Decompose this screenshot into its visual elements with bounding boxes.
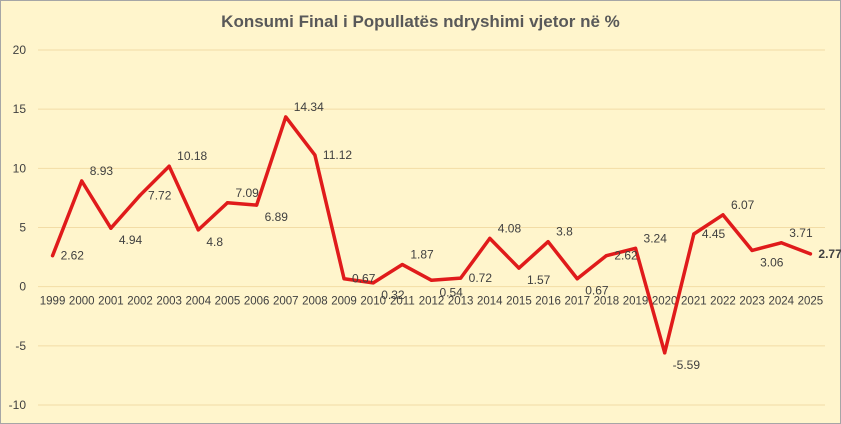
data-point [138, 193, 142, 197]
series-line [50, 115, 813, 355]
x-tick-label: 2024 [768, 296, 794, 308]
data-point [633, 246, 638, 250]
data-point [225, 201, 230, 205]
data-point [50, 254, 55, 258]
data-point [808, 252, 813, 256]
data-point [109, 226, 113, 230]
data-labels: 2.62 8.93 4.94 7.72 10.18 4.8 7.09 6.89 14.34 11.… [61, 100, 841, 372]
data-label: 10.18 [177, 149, 207, 163]
y-tick-label: -5 [15, 339, 26, 353]
x-tick-label: 2017 [564, 296, 590, 308]
data-label: 11.12 [323, 148, 352, 162]
y-tick-label: 0 [19, 280, 26, 294]
series-line-layer [50, 115, 813, 355]
data-point [284, 115, 288, 119]
data-label: 2.77 [818, 247, 841, 261]
data-label: 3.24 [644, 231, 668, 245]
x-tick-label: 2020 [652, 296, 678, 308]
data-label: 3.71 [789, 226, 813, 240]
chart-title: Konsumi Final i Popullatës ndryshimi vje… [221, 12, 620, 31]
data-label: 2.62 [61, 249, 85, 263]
data-label: 3.06 [760, 255, 784, 269]
data-point [692, 232, 696, 236]
x-tick-label: 2008 [302, 296, 328, 308]
x-tick-label: 2016 [535, 296, 561, 308]
data-point [429, 278, 434, 282]
x-tick-label: 2005 [215, 296, 241, 308]
data-point [517, 266, 521, 270]
y-tick-label: 20 [13, 43, 27, 57]
x-tick-label: 2007 [273, 296, 299, 308]
y-tick-label: 5 [19, 221, 26, 235]
data-label: 1.57 [527, 273, 551, 287]
data-label: 0.67 [352, 272, 376, 286]
x-tick-label: 1999 [40, 296, 66, 308]
x-tick-label: 2013 [448, 296, 474, 308]
data-label: 6.07 [731, 198, 755, 212]
x-tick-label: 2011 [390, 296, 415, 308]
x-axis-ticks: 1999 2000 2001 2002 2003 2004 2005 2006 2007 2008… [40, 296, 823, 308]
data-label: 0.72 [469, 271, 493, 285]
data-point [255, 203, 259, 207]
x-tick-label: 2018 [594, 296, 620, 308]
data-label: 0.32 [381, 288, 405, 302]
data-point [196, 228, 200, 232]
data-label: 1.87 [410, 248, 434, 262]
x-tick-label: 2019 [623, 296, 649, 308]
x-tick-label: 2000 [69, 296, 95, 308]
y-tick-label: -10 [9, 398, 27, 412]
data-label: 14.34 [294, 100, 324, 114]
x-tick-label: 2006 [244, 296, 270, 308]
x-tick-label: 2004 [186, 296, 212, 308]
data-point [575, 277, 579, 281]
data-point [750, 248, 754, 253]
y-axis-ticks: 20 15 10 5 0 -5 -10 [9, 43, 27, 412]
data-label: 4.45 [702, 227, 726, 241]
x-tick-label: 2012 [419, 296, 445, 308]
data-point [721, 213, 725, 217]
data-label: 2.62 [614, 249, 638, 263]
data-point [604, 254, 608, 258]
y-tick-label: 15 [13, 102, 27, 116]
x-tick-label: 2015 [506, 296, 532, 308]
y-tick-label: 10 [13, 161, 27, 175]
x-tick-label: 2010 [360, 296, 386, 308]
data-point [400, 262, 404, 267]
x-tick-label: 2021 [681, 296, 707, 308]
data-point [488, 236, 492, 240]
x-tick-label: 2022 [710, 296, 736, 308]
data-label: -5.59 [673, 358, 701, 372]
x-tick-label: 2002 [127, 296, 153, 308]
data-label: 7.09 [235, 186, 259, 200]
data-label: 4.08 [498, 221, 522, 235]
data-point [546, 240, 550, 244]
data-label: 7.72 [148, 188, 172, 202]
x-tick-label: 2025 [798, 296, 824, 308]
data-point [371, 281, 375, 285]
x-tick-label: 2001 [98, 296, 124, 308]
data-point [663, 351, 667, 355]
data-label: 4.8 [206, 235, 223, 249]
data-label: 0.67 [585, 284, 609, 298]
data-label: 3.8 [556, 225, 573, 239]
gridlines [38, 49, 825, 406]
data-label: 0.54 [440, 285, 464, 299]
data-point [779, 241, 783, 245]
data-point [167, 164, 171, 168]
data-point [80, 179, 84, 183]
x-tick-label: 2009 [331, 296, 357, 308]
x-tick-label: 2014 [477, 296, 503, 308]
data-label: 6.89 [265, 210, 289, 224]
x-tick-label: 2023 [739, 296, 765, 308]
data-label: 8.93 [90, 164, 114, 178]
data-point [342, 277, 346, 281]
data-point [313, 153, 317, 157]
data-label: 4.94 [119, 233, 143, 247]
data-point [459, 276, 463, 280]
x-tick-label: 2003 [156, 296, 182, 308]
